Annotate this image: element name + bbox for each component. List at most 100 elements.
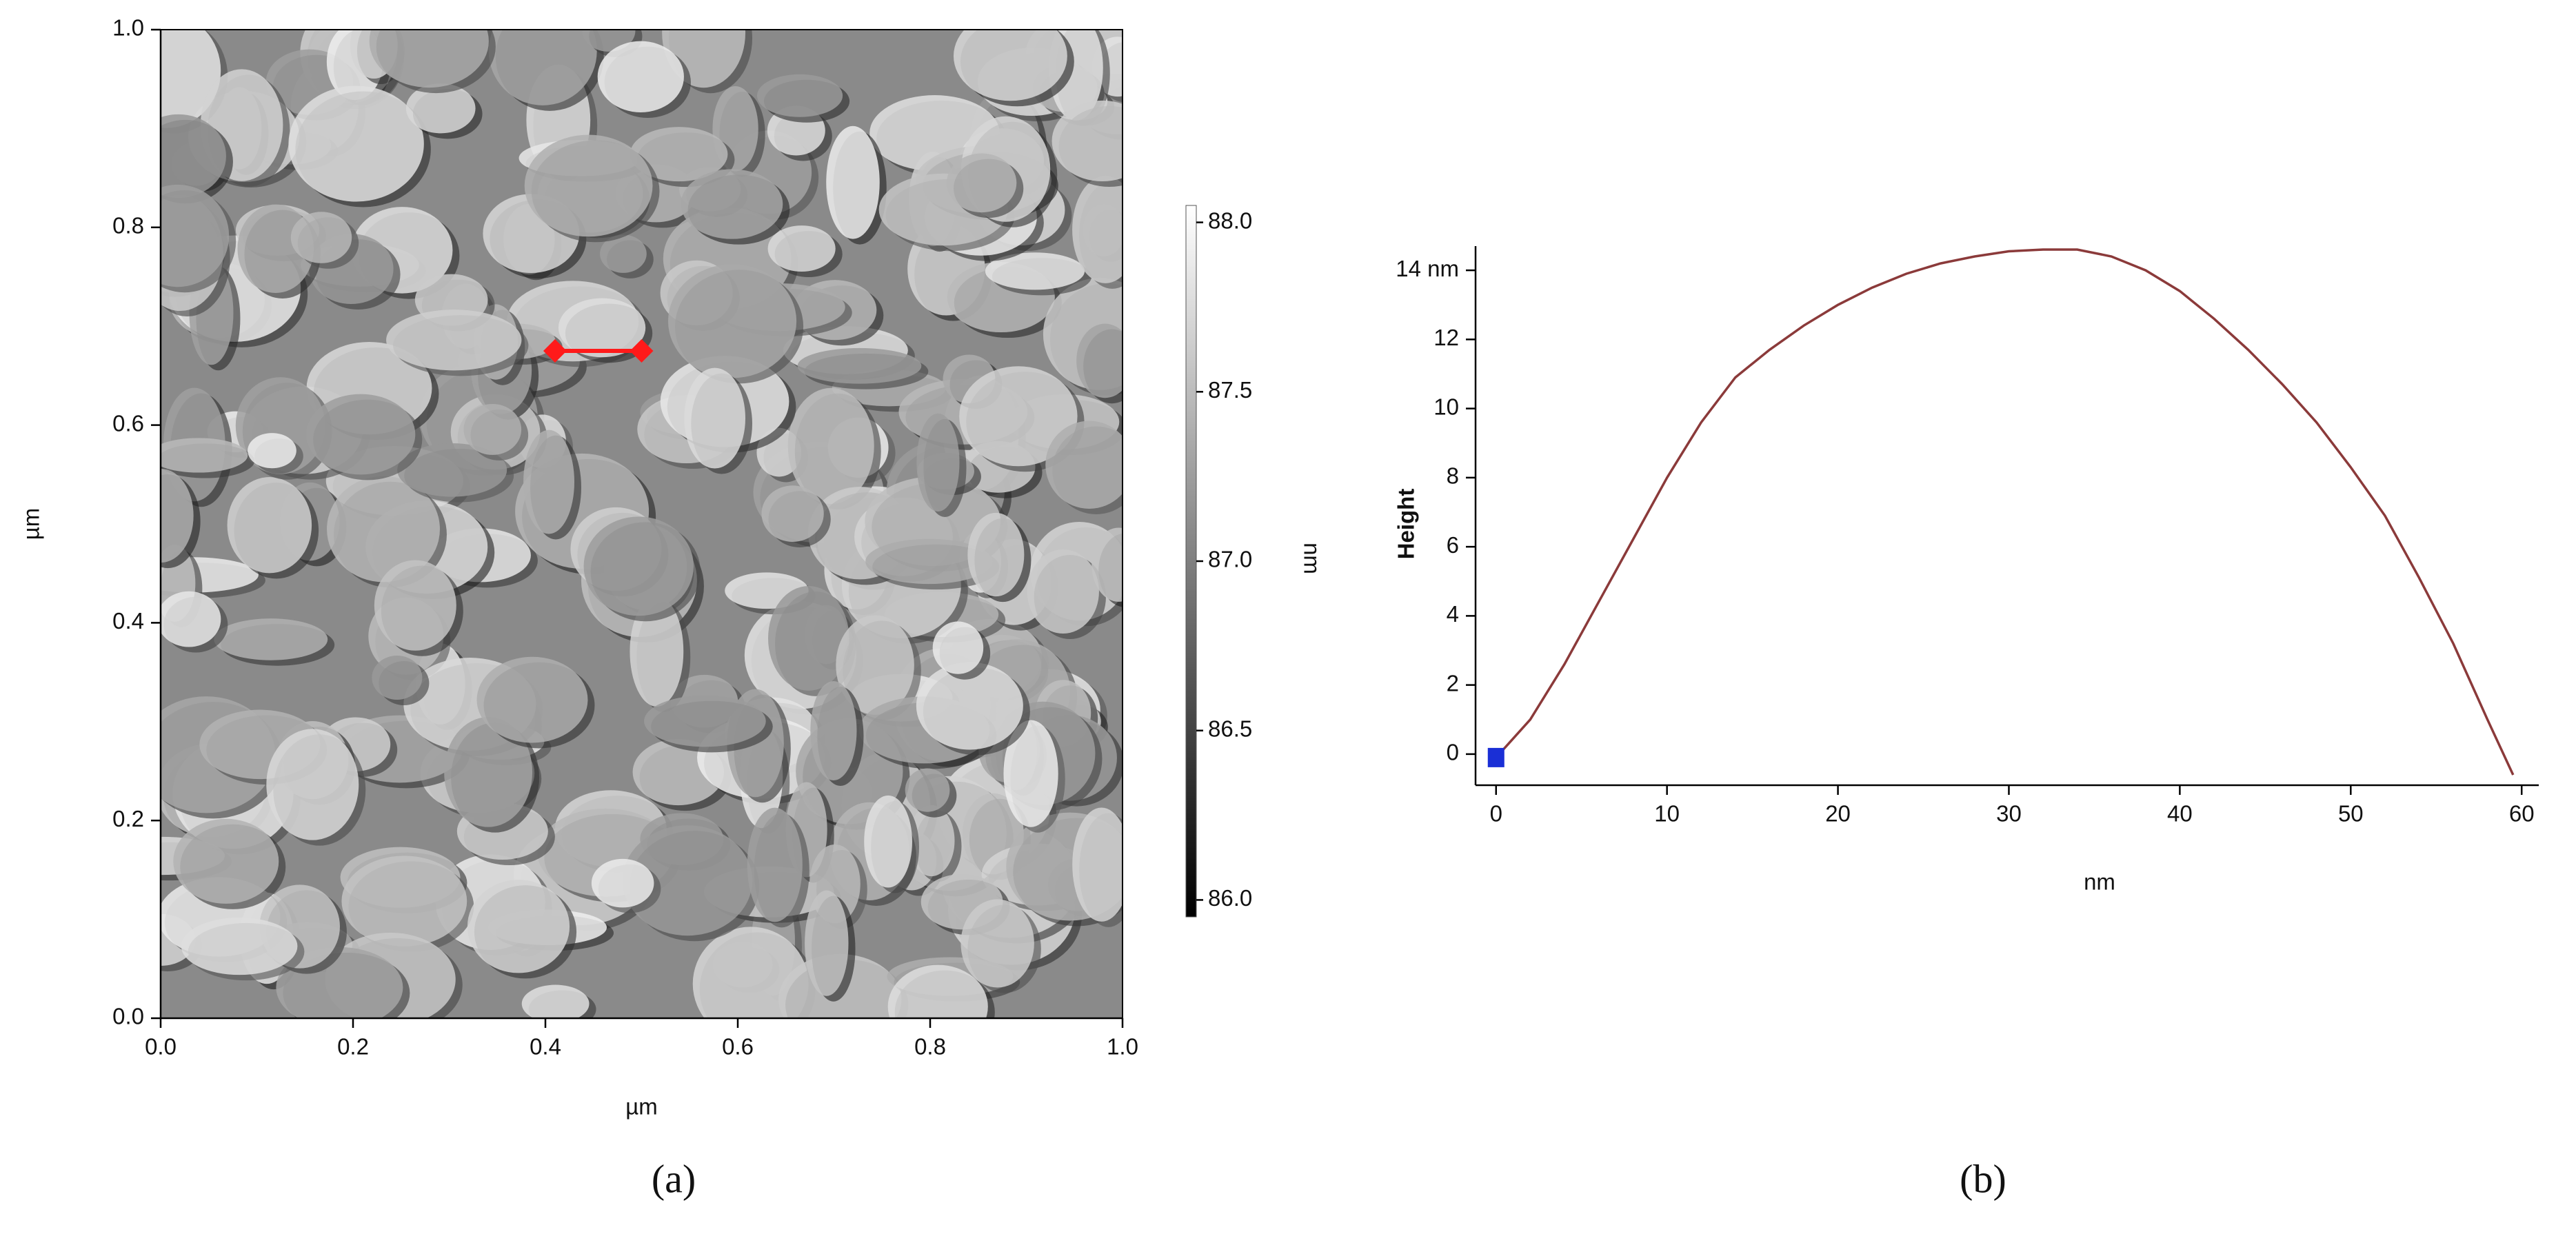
grain [341, 856, 467, 947]
x-axis-label: µm [625, 1094, 658, 1120]
grain [583, 516, 694, 616]
grain [597, 41, 684, 112]
profile-curve [1495, 248, 2515, 776]
grain [1072, 807, 1123, 922]
grain [227, 477, 312, 574]
y-tick-label: 0.4 [112, 608, 144, 634]
colorbar-tick-label: 88.0 [1208, 208, 1252, 233]
grain [916, 662, 1023, 750]
colorbar-tick-label: 87.5 [1208, 377, 1252, 403]
y-tick-label: 0.2 [112, 806, 144, 831]
y-tick-label: 0.0 [112, 1004, 144, 1029]
grain [161, 184, 230, 287]
y-tick-label: 0.8 [112, 213, 144, 239]
grain [864, 795, 912, 888]
grain [761, 485, 824, 542]
grain [810, 680, 857, 780]
profile-endpoint [543, 339, 567, 363]
grain [1076, 323, 1123, 398]
colorbar-label: nm [1299, 543, 1325, 574]
x-tick-label: 60 [2509, 801, 2535, 827]
y-tick-label: 0.6 [112, 410, 144, 436]
y-axis-label: µm [19, 508, 44, 540]
grain [667, 264, 797, 378]
caption: (a) [652, 1156, 696, 1201]
grain [756, 74, 843, 117]
grain [630, 596, 684, 707]
grain [405, 83, 476, 134]
cursor-marker [1487, 747, 1505, 767]
y-tick-label: 12 [1433, 325, 1459, 350]
grain [905, 768, 950, 812]
grain [684, 367, 746, 469]
x-tick-label: 10 [1654, 801, 1680, 827]
grain [523, 429, 575, 534]
grain [386, 310, 522, 371]
colorbar-tick-label: 86.5 [1208, 716, 1252, 741]
x-tick-label: 0 [1490, 801, 1502, 827]
grain [836, 615, 914, 715]
colorbar-tick-label: 87.0 [1208, 547, 1252, 572]
grain [767, 225, 836, 272]
x-axis-label: nm [2084, 869, 2115, 895]
colorbar [1185, 205, 1197, 918]
grain [463, 403, 522, 455]
grain [467, 880, 570, 973]
grain [967, 512, 1025, 597]
grain [908, 805, 955, 877]
grain [372, 656, 423, 700]
x-tick-label: 40 [2167, 801, 2193, 827]
grain [947, 153, 1017, 213]
grain [932, 621, 984, 674]
x-tick-label: 1.0 [1107, 1034, 1138, 1060]
grain [1051, 100, 1123, 182]
grain [1045, 421, 1123, 509]
grain [805, 890, 849, 996]
y-tick-label: 8 [1447, 463, 1459, 489]
grain [444, 717, 533, 827]
x-tick-label: 0.0 [145, 1034, 177, 1060]
grain [374, 560, 456, 651]
grain [290, 212, 352, 263]
grain [1072, 176, 1123, 283]
grain [953, 30, 1067, 101]
x-tick-label: 20 [1825, 801, 1851, 827]
grain [985, 252, 1085, 290]
grain [558, 298, 646, 358]
grain [369, 30, 489, 88]
grain [630, 127, 728, 182]
grain [797, 347, 922, 384]
grain [644, 695, 766, 747]
y-tick-label: 2 [1447, 670, 1459, 696]
grain [248, 433, 296, 469]
grain [865, 538, 993, 585]
x-tick-label: 0.6 [722, 1034, 754, 1060]
y-tick-label: 6 [1447, 532, 1459, 558]
grain [600, 234, 647, 273]
plot-frame [160, 29, 1123, 1019]
grain [397, 443, 507, 497]
grain [1003, 720, 1058, 827]
grain [161, 469, 194, 563]
grain [476, 656, 588, 743]
profile-endpoint [630, 339, 654, 363]
y-tick-label: 10 [1433, 394, 1459, 419]
grain [959, 366, 1078, 467]
grain [161, 114, 226, 199]
grain [488, 30, 597, 105]
grain [327, 476, 440, 583]
grain [161, 591, 221, 647]
grain [524, 134, 653, 237]
x-tick-label: 0.8 [914, 1034, 946, 1060]
grain [288, 85, 424, 202]
caption: (b) [1960, 1156, 2006, 1201]
grain [747, 807, 803, 922]
grain [623, 825, 753, 936]
grain [960, 899, 1034, 988]
grain [1091, 527, 1123, 602]
grain [768, 586, 849, 691]
y-tick-label: 4 [1447, 601, 1459, 627]
grain [887, 964, 988, 1018]
